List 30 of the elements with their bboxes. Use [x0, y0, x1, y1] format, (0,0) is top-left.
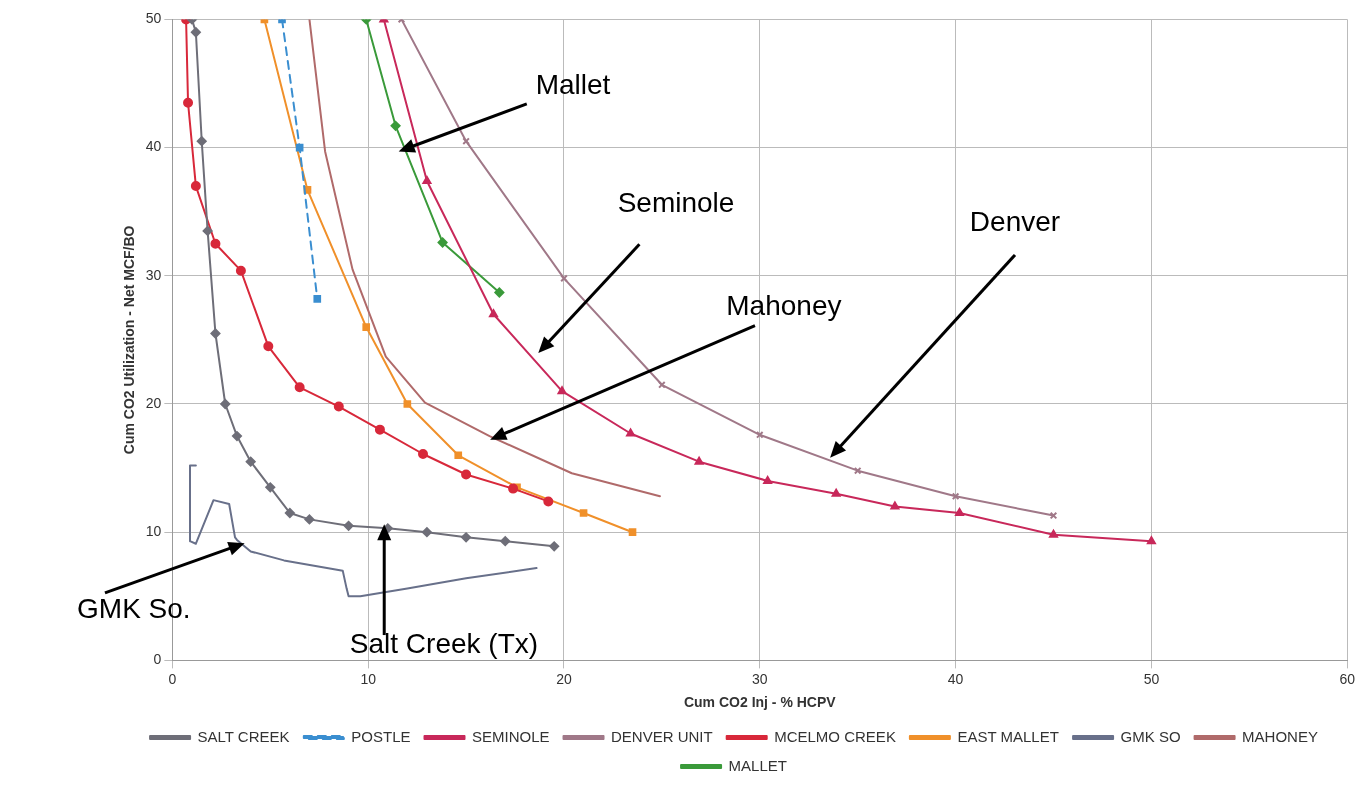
legend-label: POSTLE	[351, 727, 411, 745]
annotation: Salt Creek (Tx)	[349, 628, 539, 660]
x-tick-label: 20	[556, 670, 572, 687]
x-tick-label: 50	[1143, 670, 1160, 687]
x-tick-label: 10	[360, 670, 377, 687]
y-tick-label: 40	[145, 138, 162, 155]
y-tick-label: 10	[145, 523, 162, 540]
y-tick-label: 20	[145, 394, 162, 411]
x-tick-label: 0	[168, 670, 177, 687]
x-tick-label: 30	[752, 670, 768, 687]
x-tick-label: 60	[1339, 670, 1356, 687]
legend-label: DENVER UNIT	[611, 727, 713, 745]
y-tick-label: 50	[145, 10, 162, 27]
legend-label: MAHONEY	[1242, 727, 1318, 745]
y-axis-title: Cum CO2 Utilization - Net MCF/BO	[121, 225, 138, 455]
y-tick-label: 0	[153, 651, 162, 668]
legend-label: SALT CREEK	[197, 727, 290, 745]
x-axis-title: Cum CO2 Inj - % HCPV	[683, 694, 837, 711]
annotation: GMK So.	[77, 593, 191, 625]
legend-label: SEMINOLE	[472, 727, 550, 745]
annotation: Mallet	[535, 68, 611, 100]
legend-label: EAST MALLET	[957, 727, 1059, 745]
x-tick-label: 40	[947, 670, 964, 687]
annotation: Denver	[969, 205, 1061, 237]
annotation: Mahoney	[726, 290, 842, 322]
legend-label: MALLET	[728, 756, 787, 774]
y-tick-label: 30	[145, 266, 162, 283]
annotation: Seminole	[617, 186, 735, 218]
legend-label: GMK SO	[1120, 727, 1181, 745]
legend-label: MCELMO CREEK	[774, 727, 896, 745]
